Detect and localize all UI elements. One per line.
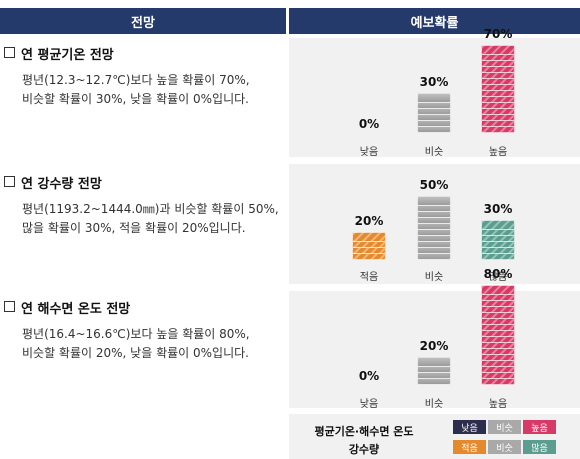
bar-percent-label: 0%	[358, 369, 380, 383]
bar-category-label: 높음	[488, 147, 508, 158]
precipitation-title: 연 강수량 전망	[4, 173, 102, 192]
bar-percent-label: 30%	[483, 202, 513, 216]
bar-percent-label: 20%	[419, 339, 449, 353]
probability-bar	[352, 232, 386, 260]
probability-bar	[417, 196, 451, 260]
bar-block	[417, 93, 451, 103]
checkbox-icon	[4, 301, 15, 312]
bar-block	[481, 45, 515, 55]
sea-temperature-title: 연 해수면 온도 전망	[4, 298, 130, 317]
bar-percent-label: 50%	[419, 178, 449, 192]
bar-category-label: 낮음	[359, 147, 379, 158]
bar-block	[352, 232, 386, 242]
legend-chip-similar: 비슷	[488, 420, 521, 434]
bar-percent-label: 80%	[483, 267, 513, 281]
probability-bar	[417, 357, 451, 385]
probability-header: 예보확률	[289, 8, 580, 34]
bar-category-label: 높음	[488, 399, 508, 410]
bar-block	[481, 285, 515, 295]
bar-percent-label: 0%	[358, 117, 380, 131]
probability-bar	[481, 285, 515, 385]
legend-chip-high: 높음	[523, 420, 556, 434]
probability-bar	[481, 220, 515, 260]
forecast-header: 전망	[0, 8, 286, 34]
legend-chip-less: 적음	[453, 440, 486, 454]
checkbox-icon	[4, 47, 15, 58]
legend-title-temperature: 평균기온·해수면 온도	[314, 425, 414, 438]
bar-category-label: 적음	[359, 272, 379, 283]
probability-bar	[417, 93, 451, 133]
bar-category-label: 낮음	[359, 399, 379, 410]
bar-percent-label: 70%	[483, 27, 513, 41]
legend-chip-low: 낮음	[453, 420, 486, 434]
bar-category-label: 비슷	[424, 272, 444, 283]
sea-temperature-chart-panel	[289, 291, 580, 408]
probability-bar	[481, 45, 515, 133]
bar-category-label: 비슷	[424, 399, 444, 410]
bar-block	[417, 196, 451, 206]
legend-title-precipitation: 강수량	[348, 443, 380, 456]
temperature-description: 평년(12.3~12.7℃)보다 높을 확률이 70%, 비슷할 확률이 30%,…	[22, 73, 250, 106]
bar-percent-label: 20%	[354, 214, 384, 228]
temperature-title: 연 평균기온 전망	[4, 44, 114, 63]
precipitation-description: 평년(1193.2~1444.0㎜)과 비슷할 확률이 50%, 많을 확률이 3…	[22, 202, 279, 235]
legend-chip-more: 많음	[523, 440, 556, 454]
checkbox-icon	[4, 176, 15, 187]
bar-block	[417, 357, 451, 367]
bar-category-label: 많음	[488, 272, 508, 283]
bar-percent-label: 30%	[419, 75, 449, 89]
legend-chip-similar: 비슷	[488, 440, 521, 454]
bar-block	[481, 220, 515, 230]
bar-category-label: 비슷	[424, 147, 444, 158]
sea-temperature-description: 평년(16.4~16.6℃)보다 높을 확률이 80%, 비슷할 확률이 20%,…	[22, 327, 250, 360]
